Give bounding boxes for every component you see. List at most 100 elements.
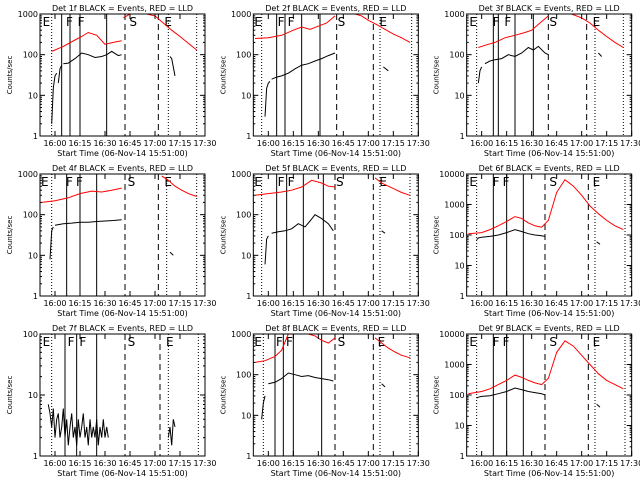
detector-panel: E F F S E 1 10 100 1000 10000 16:00 16:15 16:30 16:45… [433, 324, 640, 478]
event-letter: S [549, 15, 557, 29]
panel-title: Det 1f BLACK = Events, RED = LLD [52, 4, 193, 13]
event-letter: E [469, 335, 477, 349]
x-tick-label: 16:00 [470, 459, 493, 468]
x-tick-label: 17:15 [382, 299, 405, 308]
event-letter: S [549, 335, 557, 349]
x-tick-label: 16:45 [545, 459, 568, 468]
y-tick-label: 100 [449, 391, 464, 400]
y-axis-label: Counts/sec [6, 56, 14, 95]
x-tick-label: 16:30 [93, 299, 116, 308]
y-tick-label: 10 [241, 251, 251, 260]
x-tick-label: 16:00 [257, 139, 280, 148]
event-letter: F [68, 335, 75, 349]
x-tick-label: 16:00 [43, 459, 66, 468]
plot-frame [39, 173, 206, 297]
event-letter: F [66, 175, 73, 189]
y-tick-label: 100 [449, 231, 464, 240]
y-axis-label: Counts/sec [433, 376, 441, 415]
x-tick-label: 16:15 [282, 139, 305, 148]
lld-series-line [468, 340, 624, 395]
x-tick-label: 16:30 [307, 139, 330, 148]
y-axis-label: Counts/sec [219, 216, 227, 255]
x-tick-label: 17:30 [407, 299, 430, 308]
lld-series-line [161, 175, 197, 197]
x-tick-label: 16:00 [257, 459, 280, 468]
x-tick-label: 17:00 [357, 139, 380, 148]
x-tick-label: 16:15 [282, 459, 305, 468]
detector-panel: E F F S E 1 10 100 1000 16:00 16:15 16:30 16:45 17:00… [6, 164, 217, 318]
y-tick-label: 100 [236, 211, 251, 220]
x-tick-label: 17:30 [193, 459, 216, 468]
panel-title: Det 7f BLACK = Events, RED = LLD [52, 324, 193, 333]
event-letter: S [338, 335, 346, 349]
event-letter: F [503, 335, 510, 349]
x-tick-label: 16:30 [307, 299, 330, 308]
event-letter: E [593, 335, 601, 349]
x-tick-label: 17:00 [570, 139, 593, 148]
event-letter: E [378, 335, 386, 349]
x-tick-label: 17:15 [595, 299, 618, 308]
event-letter: S [128, 175, 136, 189]
event-letter: S [549, 175, 557, 189]
events-series-line [49, 226, 54, 260]
x-tick-label: 16:00 [470, 299, 493, 308]
x-tick-label: 17:15 [382, 459, 405, 468]
x-tick-label: 17:00 [143, 459, 166, 468]
panel-title: Det 8f BLACK = Events, RED = LLD [265, 324, 406, 333]
x-tick-label: 16:45 [332, 139, 355, 148]
x-tick-label: 16:45 [545, 299, 568, 308]
x-tick-label: 17:30 [407, 139, 430, 148]
x-tick-label: 17:15 [382, 139, 405, 148]
plot-frame [252, 173, 419, 297]
x-tick-label: 16:30 [307, 459, 330, 468]
event-letter: E [593, 15, 601, 29]
x-tick-label: 16:15 [68, 299, 91, 308]
events-series-line [597, 52, 603, 57]
x-tick-label: 16:30 [520, 139, 543, 148]
y-tick-label: 10 [241, 91, 251, 100]
detector-panel: E F F S E 1 10 100 16:00 16:15 16:30 16:45 17:00 17:1… [6, 324, 217, 478]
x-tick-label: 16:15 [495, 459, 518, 468]
panel-title: Det 2f BLACK = Events, RED = LLD [265, 4, 406, 13]
x-tick-label: 16:30 [93, 459, 116, 468]
y-tick-label: 10 [454, 91, 464, 100]
lld-series-line [41, 187, 122, 203]
event-letter: E [41, 175, 49, 189]
event-letter: S [338, 15, 346, 29]
event-letter: E [469, 175, 477, 189]
lld-series-line [468, 178, 624, 235]
x-tick-label: 17:15 [168, 459, 191, 468]
x-tick-label: 17:15 [168, 139, 191, 148]
event-letter: E [254, 175, 262, 189]
event-letter: F [493, 15, 500, 29]
y-tick-label: 1 [460, 452, 465, 461]
events-series-line [383, 66, 389, 72]
x-tick-label: 17:30 [193, 139, 216, 148]
y-axis-label: Counts/sec [219, 376, 227, 415]
y-tick-label: 1 [246, 452, 251, 461]
x-tick-label: 17:30 [407, 459, 430, 468]
event-letter: F [278, 15, 285, 29]
detector-panel: E F F S E 1 10 100 1000 16:00 16:15 16:30 16:45 17:00… [6, 4, 217, 158]
y-tick-label: 100 [23, 211, 38, 220]
x-tick-label: 16:00 [43, 299, 66, 308]
event-letter: F [76, 175, 83, 189]
events-series-line [476, 387, 546, 399]
event-letter: E [164, 175, 172, 189]
y-tick-label: 1000 [444, 10, 464, 19]
detector-panel: E F F S E 1 10 100 1000 16:00 16:15 16:30 16:45 17:00… [433, 4, 640, 158]
plot-frame [39, 13, 206, 137]
event-letter: E [593, 175, 601, 189]
event-letter: S [336, 175, 344, 189]
events-series-line [261, 395, 266, 420]
events-series-line [264, 235, 269, 265]
y-tick-label: 1000 [18, 170, 38, 179]
panel-title: Det 3f BLACK = Events, RED = LLD [479, 4, 620, 13]
lld-series-line [254, 333, 336, 363]
y-tick-label: 100 [23, 330, 38, 339]
y-tick-label: 1000 [231, 330, 251, 339]
x-tick-label: 17:00 [357, 299, 380, 308]
event-letter: F [278, 175, 285, 189]
y-tick-label: 100 [449, 51, 464, 60]
event-letter: E [43, 335, 51, 349]
